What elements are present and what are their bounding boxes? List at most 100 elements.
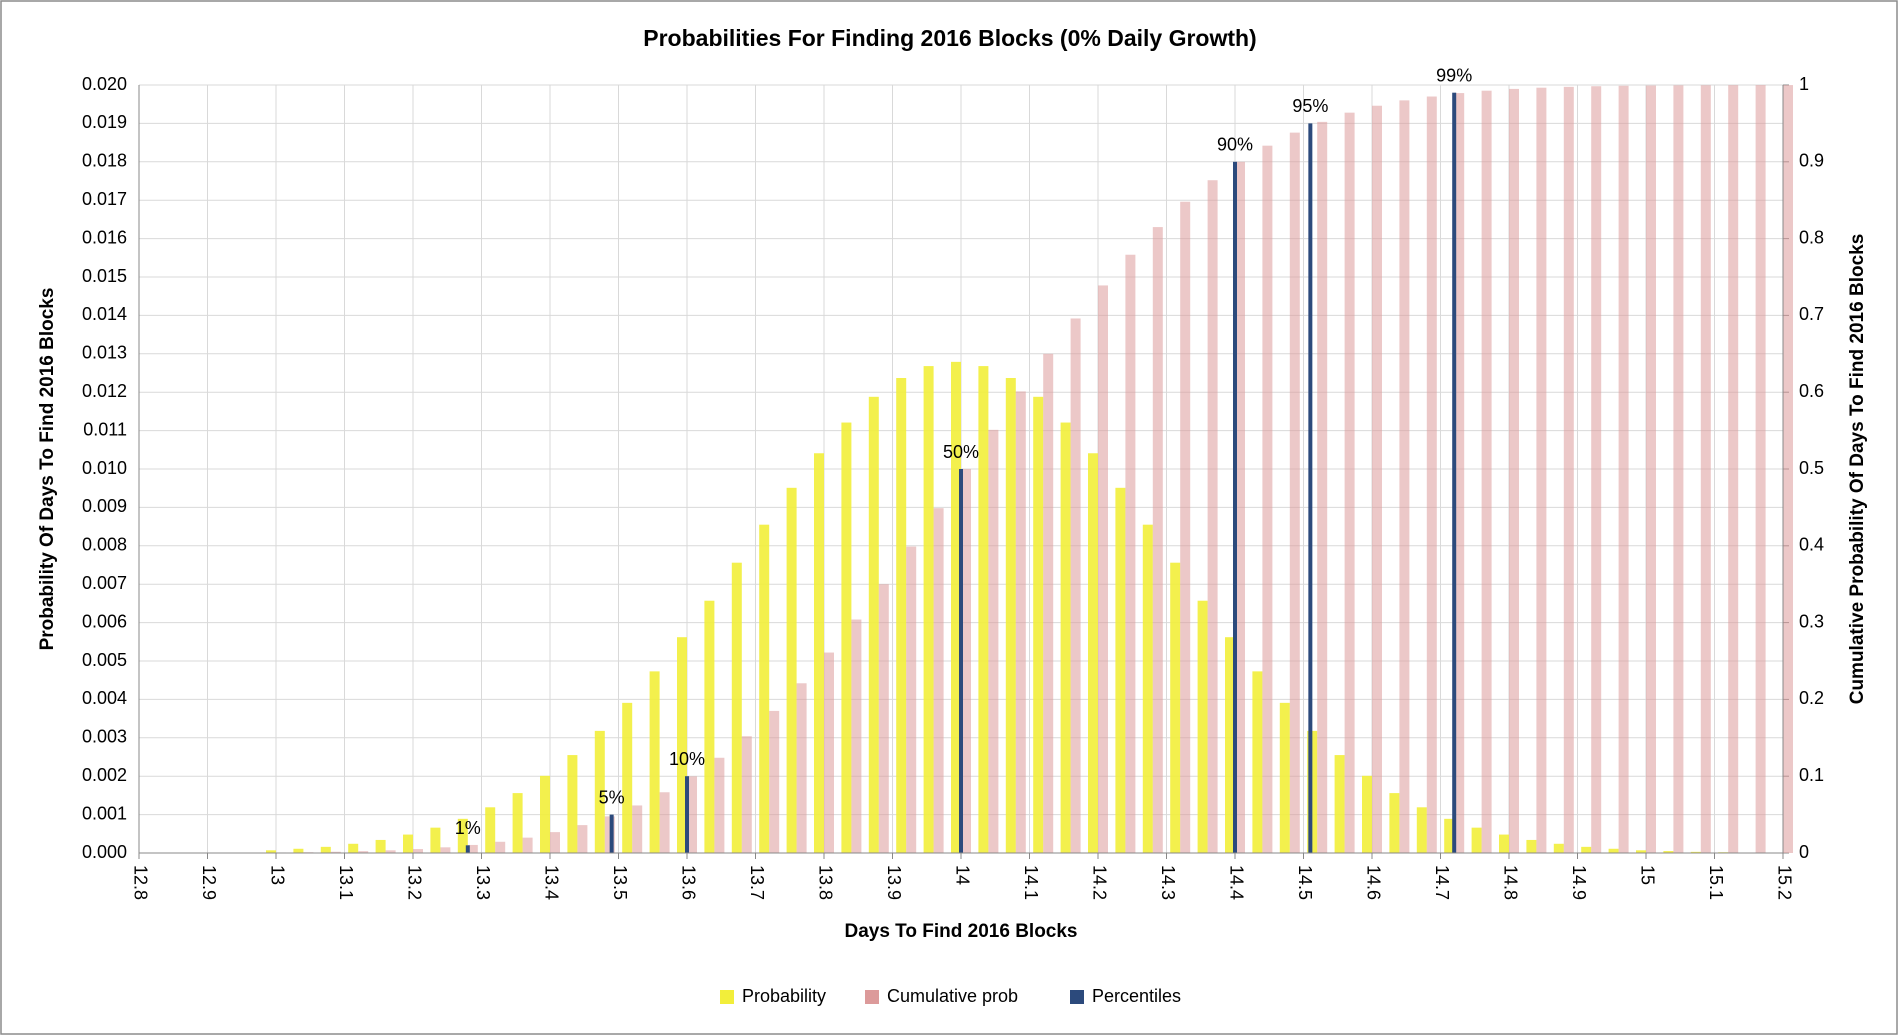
bar	[1207, 180, 1218, 853]
data-label: 10%	[669, 749, 705, 769]
bar	[841, 422, 852, 853]
bar	[796, 683, 807, 853]
y-tick-label: 0.020	[82, 74, 127, 94]
y2-axis-title: Cumulative Probability Of Days To Find 2…	[1847, 234, 1868, 705]
bar	[1060, 422, 1071, 853]
bar	[632, 805, 643, 853]
bar	[1673, 85, 1684, 854]
x-tick-label: 15.2	[1774, 865, 1794, 900]
bar	[440, 847, 451, 853]
bar	[1262, 145, 1273, 853]
bar	[1755, 85, 1766, 854]
bar	[1563, 86, 1574, 853]
x-tick-label: 13.7	[747, 865, 767, 900]
y-tick-label: 0.014	[82, 304, 127, 324]
bar	[1088, 453, 1098, 853]
bar	[1636, 850, 1646, 853]
y-tick-label: 0.012	[82, 381, 127, 401]
bar	[467, 844, 478, 853]
bar	[933, 508, 944, 853]
bar	[577, 825, 588, 853]
bar	[1235, 161, 1245, 854]
bar	[1618, 85, 1629, 853]
bar	[961, 469, 971, 853]
bar	[1526, 839, 1537, 853]
y-axis-title: Probability Of Days To Find 2016 Blocks	[37, 288, 58, 651]
bar	[769, 710, 780, 853]
y-tick-label: 0.008	[82, 535, 127, 555]
bar	[495, 841, 506, 853]
bar	[896, 377, 907, 853]
bar	[1444, 818, 1455, 853]
data-label: 90%	[1217, 135, 1253, 155]
bar	[1180, 201, 1191, 854]
bar	[1152, 227, 1163, 853]
bar	[1536, 87, 1547, 854]
bar	[1499, 834, 1509, 853]
y-tick-label: 0.001	[82, 803, 127, 823]
x-tick-label: 13	[267, 865, 287, 885]
percentile-bar	[685, 776, 689, 853]
y-tick-label: 0.013	[82, 343, 127, 363]
bar	[1142, 524, 1153, 853]
x-tick-label: 13.6	[678, 865, 698, 900]
bar	[1399, 100, 1410, 854]
bar	[293, 848, 304, 853]
bar	[824, 652, 834, 853]
y-tick-label: 0.015	[82, 266, 127, 286]
bar	[1700, 85, 1711, 853]
y-tick-label: 0.005	[82, 650, 127, 670]
bar	[906, 546, 917, 853]
x-tick-label: 14.7	[1432, 865, 1452, 900]
y2-tick-label: 0	[1799, 842, 1809, 862]
bar	[878, 584, 889, 853]
x-tick-label: 14.9	[1569, 865, 1589, 900]
bar	[1005, 377, 1016, 853]
bar	[988, 429, 999, 853]
legend-label: Percentiles	[1092, 986, 1181, 1006]
bar	[1317, 121, 1328, 853]
x-tick-label: 13.8	[815, 865, 835, 900]
x-tick-label: 14.4	[1226, 865, 1246, 900]
bar	[1509, 88, 1519, 853]
y-tick-label: 0.007	[82, 573, 127, 593]
y2-tick-label: 0.8	[1799, 227, 1824, 247]
x-tick-label: 14	[952, 865, 972, 885]
data-label: 95%	[1292, 96, 1328, 116]
bar	[1015, 391, 1026, 853]
percentile-bar	[1452, 92, 1457, 854]
bar	[704, 600, 715, 853]
bar	[1372, 105, 1382, 853]
bar	[1426, 96, 1437, 853]
bar	[1471, 827, 1482, 853]
x-tick-label: 14.3	[1158, 865, 1178, 900]
x-tick-label: 12.8	[130, 865, 150, 900]
x-tick-label: 14.1	[1021, 865, 1041, 900]
y-tick-label: 0.006	[82, 611, 127, 631]
x-tick-label: 13.3	[473, 865, 493, 900]
bar	[1690, 851, 1701, 853]
x-tick-label: 14.2	[1089, 865, 1109, 900]
y2-tick-label: 0.7	[1799, 304, 1824, 324]
bar	[594, 730, 605, 853]
y-tick-label: 0.003	[82, 727, 127, 747]
bar	[1481, 90, 1492, 853]
bar	[1070, 318, 1081, 853]
data-label: 5%	[599, 787, 625, 807]
y-tick-label: 0.004	[82, 688, 127, 708]
bar	[868, 396, 879, 853]
y-tick-label: 0.002	[82, 765, 127, 785]
legend-swatch	[865, 990, 879, 1004]
bar	[1728, 85, 1739, 853]
bar	[1279, 702, 1290, 853]
bar	[1646, 85, 1656, 853]
bar	[330, 851, 341, 853]
y-tick-label: 0.000	[82, 842, 127, 862]
x-tick-label: 13.1	[336, 865, 356, 900]
x-tick-label: 12.9	[199, 865, 219, 900]
bar	[1289, 132, 1300, 854]
bar	[348, 843, 359, 853]
bar	[1098, 285, 1108, 853]
